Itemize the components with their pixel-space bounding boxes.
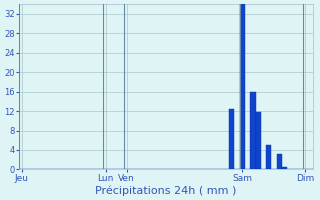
- Bar: [282, 167, 287, 169]
- Bar: [229, 109, 235, 169]
- Bar: [276, 154, 282, 169]
- Bar: [250, 92, 256, 169]
- Bar: [240, 4, 245, 169]
- Bar: [266, 145, 271, 169]
- Bar: [256, 112, 261, 169]
- X-axis label: Précipitations 24h ( mm ): Précipitations 24h ( mm ): [95, 185, 237, 196]
